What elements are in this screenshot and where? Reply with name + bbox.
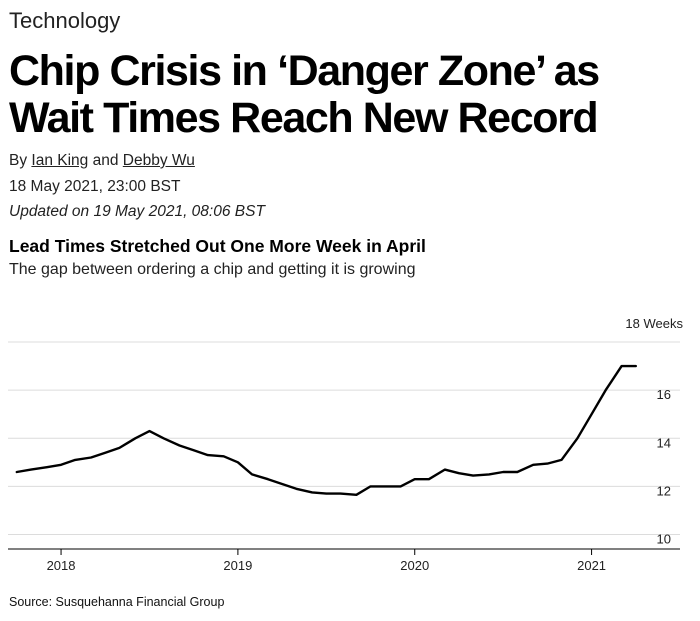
byline-and: and <box>92 152 119 169</box>
x-tick-label: 2019 <box>223 558 252 573</box>
y-unit-label: 18 Weeks <box>625 316 683 331</box>
axis-labels: 10 12 14 16 18 Weeks 2018 2019 2020 2021 <box>47 316 684 573</box>
publish-date: 18 May 2021, 23:00 BST <box>9 178 181 195</box>
y-tick-label: 14 <box>657 435 671 450</box>
author-link-ian-king[interactable]: Ian King <box>31 152 89 169</box>
byline: By Ian King and Debby Wu <box>9 152 195 170</box>
lead-time-chart: 10 12 14 16 18 Weeks 2018 2019 2020 2021 <box>8 316 684 573</box>
series-line <box>15 364 637 496</box>
headline-line-1: Chip Crisis in ‘Danger Zone’ as <box>9 47 600 95</box>
x-tick-label: 2021 <box>577 558 606 573</box>
author-link-debby-wu[interactable]: Debby Wu <box>122 152 195 169</box>
chart-title: Lead Times Stretched Out One More Week i… <box>9 236 426 256</box>
byline-prefix: By <box>9 152 28 169</box>
y-tick-label: 12 <box>657 483 671 498</box>
y-tick-label: 10 <box>657 532 671 547</box>
chart-source: Source: Susquehanna Financial Group <box>9 595 225 609</box>
x-axis <box>8 548 680 555</box>
series-lines <box>15 364 637 496</box>
headline-line-2: Wait Times Reach New Record <box>9 94 599 142</box>
headline: Chip Crisis in ‘Danger Zone’ as Wait Tim… <box>9 48 699 142</box>
x-tick-label: 2020 <box>400 558 429 573</box>
x-tick-label: 2018 <box>47 558 76 573</box>
section-label[interactable]: Technology <box>9 8 121 33</box>
chart-subtitle: The gap between ordering a chip and gett… <box>9 261 416 278</box>
gridlines <box>8 341 680 536</box>
updated-date: Updated on 19 May 2021, 08:06 BST <box>9 203 265 220</box>
y-tick-label: 16 <box>657 387 671 402</box>
